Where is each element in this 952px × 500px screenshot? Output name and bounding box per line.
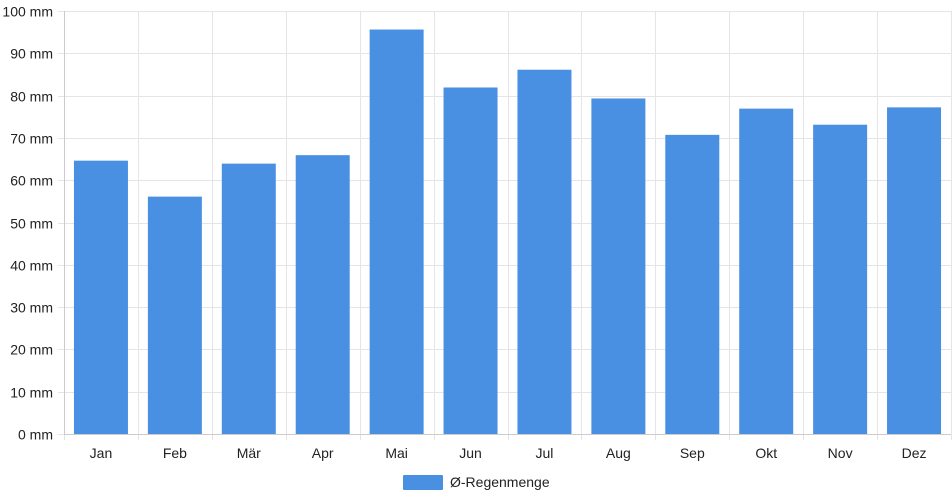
y-tick-label: 60 mm bbox=[10, 173, 53, 189]
x-axis-ticks: Jan Feb Mär Apr Mai Jun Jul Aug Sep Okt Nov Dez bbox=[90, 445, 927, 461]
bar-aug bbox=[591, 98, 646, 435]
x-tick-label: Mai bbox=[385, 445, 408, 461]
x-tick-label: Nov bbox=[828, 445, 853, 461]
y-tick-label: 80 mm bbox=[10, 89, 53, 105]
bar-mai bbox=[369, 29, 424, 435]
bar-sep bbox=[665, 134, 720, 435]
bar-jul bbox=[517, 69, 572, 435]
y-tick-label: 50 mm bbox=[10, 216, 53, 232]
y-tick-label: 0 mm bbox=[18, 427, 53, 443]
y-tick-label: 40 mm bbox=[10, 258, 53, 274]
axes bbox=[64, 11, 951, 435]
bar-mär bbox=[221, 163, 276, 435]
legend: Ø-Regenmenge bbox=[403, 474, 550, 490]
y-tick-label: 70 mm bbox=[10, 131, 53, 147]
y-tick-label: 100 mm bbox=[2, 4, 53, 20]
x-tick-label: Okt bbox=[755, 445, 777, 461]
bar-dez bbox=[887, 107, 942, 435]
y-tick-label: 10 mm bbox=[10, 385, 53, 401]
y-tick-label: 20 mm bbox=[10, 342, 53, 358]
x-tick-label: Aug bbox=[606, 445, 631, 461]
bar-jun bbox=[443, 87, 498, 435]
legend-label: Ø-Regenmenge bbox=[450, 474, 550, 490]
bar-jan bbox=[73, 160, 128, 435]
x-tick-label: Apr bbox=[312, 445, 334, 461]
x-tick-label: Feb bbox=[163, 445, 187, 461]
y-tick-label: 30 mm bbox=[10, 300, 53, 316]
y-axis-ticks: 0 mm 10 mm 20 mm 30 mm 40 mm 50 mm 60 mm 70 mm 8… bbox=[2, 4, 53, 443]
bars bbox=[73, 29, 942, 435]
x-tick-label: Mär bbox=[237, 445, 261, 461]
bar-apr bbox=[295, 155, 350, 435]
x-tick-label: Jan bbox=[90, 445, 113, 461]
x-tick-label: Sep bbox=[680, 445, 705, 461]
bar-feb bbox=[147, 196, 202, 435]
x-tick-label: Jun bbox=[459, 445, 482, 461]
bar-okt bbox=[739, 108, 794, 435]
x-tick-label: Jul bbox=[536, 445, 554, 461]
bar-nov bbox=[813, 124, 868, 435]
y-tick-label: 90 mm bbox=[10, 46, 53, 62]
legend-swatch bbox=[403, 475, 443, 490]
x-tick-label: Dez bbox=[902, 445, 927, 461]
